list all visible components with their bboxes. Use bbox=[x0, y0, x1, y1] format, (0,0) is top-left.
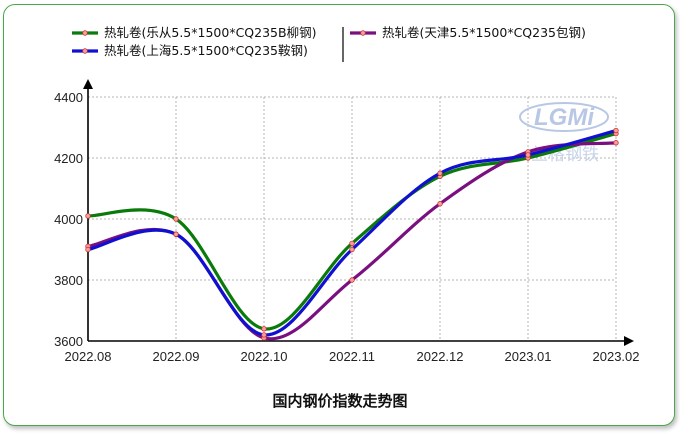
data-point bbox=[173, 216, 179, 222]
legend: 热轧卷(乐从5.5*1500*CQ235B柳钢) 热轧卷(上海5.5*1500*C… bbox=[72, 25, 586, 62]
y-tick-label: 4200 bbox=[54, 151, 83, 166]
series-lines bbox=[85, 127, 619, 341]
data-point bbox=[437, 170, 443, 176]
legend-label: 热轧卷(天津5.5*1500*CQ235包钢) bbox=[382, 25, 586, 40]
x-tick-label: 2022.10 bbox=[241, 349, 288, 364]
legend-marker bbox=[82, 48, 88, 54]
y-tick-label: 4400 bbox=[54, 90, 83, 105]
data-point bbox=[85, 213, 91, 219]
axes bbox=[83, 79, 634, 346]
legend-marker bbox=[82, 30, 88, 36]
data-point bbox=[349, 240, 355, 247]
data-point bbox=[525, 152, 531, 158]
y-tick-label: 3800 bbox=[54, 273, 83, 288]
data-point bbox=[261, 326, 267, 332]
x-tick-label: 2022.09 bbox=[153, 349, 200, 364]
watermark-logo: LGMi 兰格钢铁 bbox=[519, 102, 609, 165]
data-point bbox=[613, 127, 619, 134]
legend-label: 热轧卷(上海5.5*1500*CQ235鞍钢) bbox=[104, 43, 308, 58]
legend-label: 热轧卷(乐从5.5*1500*CQ235B柳钢) bbox=[104, 25, 316, 40]
chart-frame bbox=[3, 4, 675, 426]
x-tick-label: 2022.11 bbox=[329, 349, 375, 364]
data-point bbox=[261, 332, 267, 338]
chart-title: 国内钢价指数走势图 bbox=[272, 392, 407, 410]
data-point bbox=[85, 246, 91, 253]
y-tick-label: 4000 bbox=[54, 212, 83, 227]
y-axis-ticks: 3600 3800 4000 4200 4400 bbox=[54, 90, 83, 349]
x-tick-label: 2022.12 bbox=[417, 349, 464, 364]
x-axis-arrow bbox=[624, 336, 634, 346]
x-tick-label: 2023.01 bbox=[505, 349, 552, 364]
x-tick-label: 2023.02 bbox=[593, 349, 640, 364]
watermark-text: LGMi bbox=[534, 104, 595, 131]
legend-marker bbox=[360, 30, 366, 36]
data-point bbox=[173, 231, 179, 237]
grid-lines bbox=[88, 96, 617, 341]
x-axis-ticks: 2022.08 2022.09 2022.10 2022.11 2022.12 2023.… bbox=[65, 349, 640, 364]
x-tick-label: 2022.08 bbox=[65, 349, 112, 364]
data-point bbox=[349, 277, 355, 283]
data-point bbox=[437, 201, 443, 207]
data-point bbox=[349, 246, 355, 253]
y-tick-label: 3600 bbox=[54, 334, 83, 349]
y-axis-arrow bbox=[83, 79, 93, 89]
data-point bbox=[613, 140, 619, 146]
